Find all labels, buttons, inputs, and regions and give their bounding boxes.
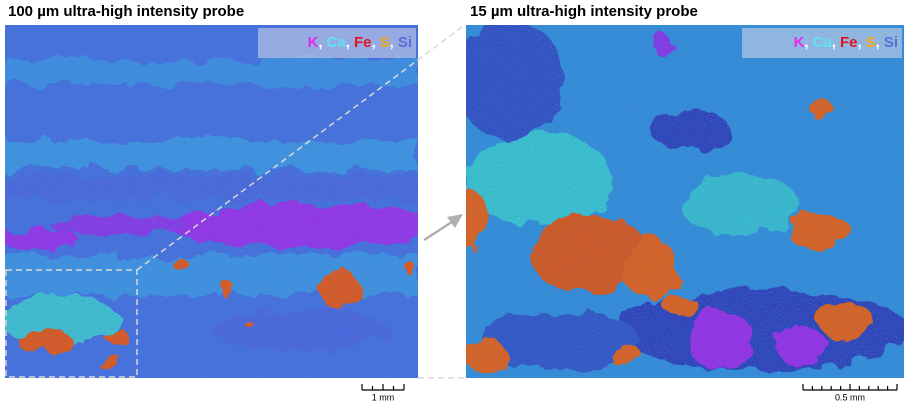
scale-label: 0.5 mm bbox=[835, 392, 865, 402]
legend-text: , bbox=[318, 34, 322, 51]
panel-title: 100 µm ultra-high intensity probe bbox=[8, 3, 244, 20]
legend-text: Ca bbox=[813, 34, 833, 51]
map-100um bbox=[5, 25, 418, 378]
legend-text: , bbox=[390, 34, 394, 51]
legend-text: , bbox=[832, 34, 836, 51]
legend-text: Fe bbox=[840, 34, 858, 51]
zoom-box bbox=[5, 26, 466, 379]
legend-text: K bbox=[794, 34, 805, 51]
panel-title: 15 µm ultra-high intensity probe bbox=[470, 3, 698, 20]
legend-text: , bbox=[857, 34, 861, 51]
legend-text: , bbox=[804, 34, 808, 51]
legend-text: S bbox=[380, 34, 390, 51]
legend-text: K bbox=[308, 34, 319, 51]
legend-text: S bbox=[866, 34, 876, 51]
scale-label: 1 mm bbox=[372, 392, 395, 402]
legend-text: Si bbox=[884, 34, 898, 51]
zoom-arrow bbox=[423, 214, 463, 242]
legend: K, Ca, Fe, S, Si bbox=[794, 34, 898, 51]
legend-text: , bbox=[371, 34, 375, 51]
legend-text: , bbox=[346, 34, 350, 51]
legend-text: Si bbox=[398, 34, 412, 51]
legend-box bbox=[742, 28, 902, 58]
scale-bar bbox=[361, 384, 405, 391]
legend-text: , bbox=[876, 34, 880, 51]
map-15um bbox=[466, 25, 904, 378]
legend-text: Fe bbox=[354, 34, 372, 51]
legend: K, Ca, Fe, S, Si bbox=[308, 34, 412, 51]
legend-text: Ca bbox=[327, 34, 347, 51]
legend-box bbox=[258, 28, 416, 58]
scale-bar bbox=[802, 384, 898, 391]
